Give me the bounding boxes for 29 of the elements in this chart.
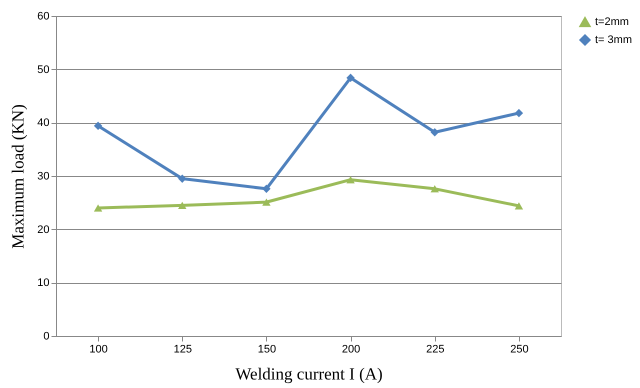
y-tick-label: 40 [37, 117, 50, 130]
point [430, 185, 439, 192]
point [430, 128, 439, 136]
point [94, 204, 102, 212]
x-tick-label: 150 [258, 344, 276, 356]
point [346, 176, 355, 184]
y-tick-label: 10 [37, 277, 50, 290]
x-tick-label: 125 [174, 344, 192, 356]
point [178, 202, 186, 209]
y-tick-label: 0 [43, 330, 50, 342]
y-tick-label: 50 [37, 64, 50, 76]
point [346, 74, 355, 82]
legend-label: t=2mm [595, 16, 629, 28]
x-tick-label: 225 [426, 344, 444, 356]
point [178, 174, 186, 183]
x-tick-label: 250 [510, 344, 529, 356]
x-tick-label: 100 [89, 344, 108, 356]
y-tick-label: 30 [37, 170, 50, 182]
point [514, 108, 524, 118]
y-tick-label: 60 [37, 10, 50, 22]
legend-label: t= 3mm [595, 34, 632, 46]
point [514, 202, 524, 210]
x-tick-label: 200 [342, 344, 360, 356]
point [262, 198, 271, 206]
point [94, 122, 102, 130]
point [262, 184, 271, 193]
y-axis-title: Maximum load (KN) [8, 104, 28, 249]
y-tick-label: 20 [37, 224, 50, 236]
x-axis-title: Welding current I (A) [235, 364, 383, 384]
